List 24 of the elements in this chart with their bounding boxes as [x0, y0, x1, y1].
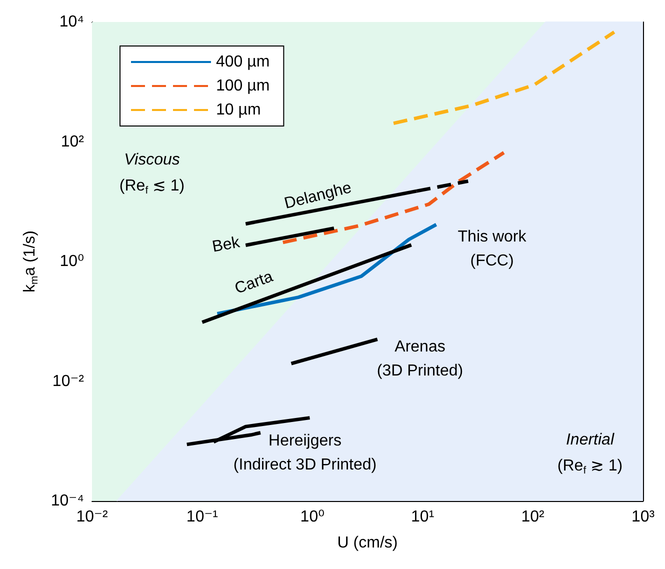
y-tick-label: 10⁻²: [52, 372, 85, 390]
y-axis-title: kma (1/s): [21, 230, 40, 292]
x-tick-label: 10⁻¹: [186, 508, 218, 526]
annotation: Arenas (3D Printed): [376, 338, 464, 380]
legend-label: 400 µm: [216, 54, 270, 70]
x-axis-title: U (cm/s): [337, 534, 398, 552]
x-tick-label: 10²: [521, 508, 546, 526]
annotation: Inertial: [566, 432, 614, 448]
legend-label: 10 µm: [216, 102, 261, 118]
y-tick-label: 10⁴: [59, 14, 84, 30]
legend-label: 100 µm: [216, 78, 270, 94]
x-tick-label: 10⁰: [300, 508, 325, 526]
annotation: Hereijgers (Indirect 3D Printed): [233, 432, 377, 474]
x-tick-label: 10¹: [411, 508, 434, 526]
x-tick-label: 10³: [631, 508, 656, 526]
annotation: Bek: [210, 234, 242, 256]
y-tick-label: 10⁻⁴: [50, 492, 84, 510]
y-tick-label: 10⁰: [60, 253, 84, 270]
annotation: Viscous: [124, 152, 180, 168]
annotation: This work (FCC): [458, 228, 528, 270]
x-tick-label: 10⁻²: [76, 508, 108, 526]
annotation: Delanghe: [282, 179, 354, 213]
annotation: Carta: [232, 268, 276, 298]
y-tick-label: 10²: [60, 133, 85, 150]
